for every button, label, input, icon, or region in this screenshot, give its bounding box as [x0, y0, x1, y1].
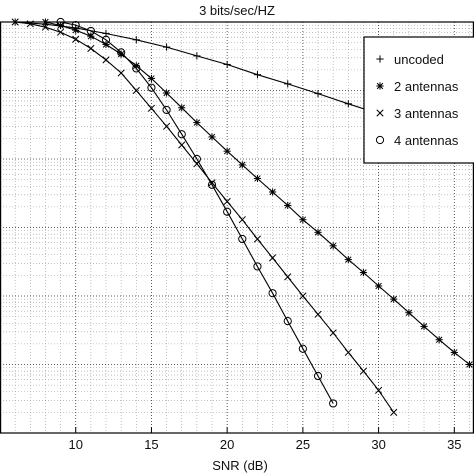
- data-point-4-antennas: [207, 180, 217, 189]
- x-tick-label: 30: [371, 437, 385, 452]
- data-point-3-antennas: [238, 216, 246, 224]
- data-point-3-antennas: [329, 329, 337, 337]
- data-point-uncoded: [193, 52, 201, 60]
- x-axis-ticks: 10 15 20 25 30 35: [68, 427, 462, 452]
- legend-marker-2-antennas: [376, 82, 384, 90]
- data-point-uncoded: [314, 90, 322, 98]
- data-point-4-antennas: [329, 399, 338, 408]
- data-point-2-antennas: [178, 104, 186, 112]
- data-point-4-antennas: [177, 130, 186, 139]
- data-point-3-antennas: [375, 386, 383, 394]
- plot-frame: [0, 21, 474, 434]
- data-point-3-antennas: [223, 197, 231, 206]
- data-point-3-antennas: [87, 44, 95, 53]
- legend-marker-4-antennas: [375, 135, 385, 145]
- data-point-uncoded: [132, 36, 140, 44]
- data-point-3-antennas: [390, 408, 398, 416]
- data-point-4-antennas: [313, 371, 323, 381]
- data-point-4-antennas: [268, 289, 277, 298]
- data-point-uncoded: [284, 80, 292, 88]
- legend-label: 4 antennas: [394, 133, 459, 148]
- x-tick-label: 10: [68, 437, 82, 452]
- data-point-4-antennas: [223, 207, 232, 216]
- legend-marker-uncoded: [376, 55, 384, 63]
- data-point-3-antennas: [132, 86, 140, 95]
- data-point-2-antennas: [117, 50, 125, 58]
- legend-label: 3 antennas: [394, 106, 459, 121]
- data-point-4-antennas: [101, 35, 111, 44]
- legend-box: [363, 36, 474, 164]
- data-point-3-antennas: [102, 56, 110, 64]
- data-point-2-antennas: [465, 360, 474, 369]
- data-point-2-antennas: [193, 118, 201, 127]
- data-point-2-antennas: [147, 74, 156, 83]
- data-point-2-antennas: [359, 268, 368, 277]
- legend-label: 2 antennas: [394, 79, 459, 94]
- data-point-3-antennas: [178, 141, 186, 149]
- data-point-2-antennas: [405, 309, 413, 317]
- series-markers: [11, 17, 474, 416]
- data-point-uncoded: [253, 71, 262, 79]
- data-point-3-antennas: [284, 273, 292, 281]
- data-point-4-antennas: [86, 26, 95, 36]
- data-point-4-antennas: [117, 48, 126, 57]
- legend: uncoded 2 antennas 3 antennas 4 antennas: [363, 36, 474, 164]
- data-point-2-antennas: [162, 89, 171, 97]
- data-point-2-antennas: [223, 147, 231, 155]
- data-point-3-antennas: [299, 292, 307, 300]
- data-point-3-antennas: [314, 310, 322, 318]
- data-point-2-antennas: [253, 174, 262, 183]
- data-point-4-antennas: [283, 317, 292, 326]
- data-point-2-antennas: [268, 188, 277, 196]
- data-point-3-antennas: [253, 235, 262, 243]
- data-point-2-antennas: [329, 242, 337, 250]
- data-point-uncoded: [162, 43, 171, 51]
- data-point-4-antennas: [132, 64, 141, 73]
- series-line-4-antennas: [60, 21, 334, 404]
- data-point-3-antennas: [117, 69, 125, 77]
- data-point-4-antennas: [147, 83, 156, 92]
- data-point-2-antennas: [435, 336, 443, 344]
- x-tick-label: 25: [296, 437, 310, 452]
- data-point-4-antennas: [238, 234, 247, 244]
- data-point-2-antennas: [420, 322, 428, 330]
- data-point-2-antennas: [450, 348, 458, 357]
- legend-label: uncoded: [394, 52, 444, 67]
- data-point-2-antennas: [238, 161, 246, 169]
- data-point-4-antennas: [253, 262, 262, 271]
- data-point-2-antennas: [390, 295, 398, 303]
- x-tick-label: 15: [144, 437, 158, 452]
- data-point-2-antennas: [299, 216, 307, 224]
- data-point-4-antennas: [192, 154, 201, 164]
- data-point-3-antennas: [344, 348, 352, 357]
- data-point-2-antennas: [314, 228, 322, 236]
- minor-grid: [0, 22, 474, 433]
- data-point-3-antennas: [359, 367, 368, 375]
- data-point-uncoded: [223, 60, 231, 69]
- x-axis-label: SNR (dB): [212, 458, 268, 473]
- data-point-3-antennas: [72, 35, 80, 43]
- data-point-2-antennas: [284, 201, 292, 210]
- data-point-3-antennas: [56, 28, 65, 36]
- x-tick-label: 35: [447, 437, 461, 452]
- x-tick-label: 20: [220, 437, 234, 452]
- data-point-2-antennas: [208, 133, 216, 141]
- data-point-uncoded: [344, 100, 352, 108]
- data-point-2-antennas: [374, 282, 383, 290]
- chart-title: 3 bits/sec/HZ: [199, 3, 275, 18]
- series-line-3-antennas: [15, 21, 395, 413]
- data-point-3-antennas: [268, 254, 277, 262]
- data-point-3-antennas: [147, 104, 156, 112]
- data-point-2-antennas: [344, 255, 352, 264]
- data-point-4-antennas: [162, 105, 171, 115]
- data-point-3-antennas: [162, 122, 171, 130]
- data-point-3-antennas: [208, 179, 216, 187]
- data-point-3-antennas: [41, 23, 50, 31]
- data-point-4-antennas: [298, 344, 307, 353]
- legend-marker-3-antennas: [376, 109, 384, 117]
